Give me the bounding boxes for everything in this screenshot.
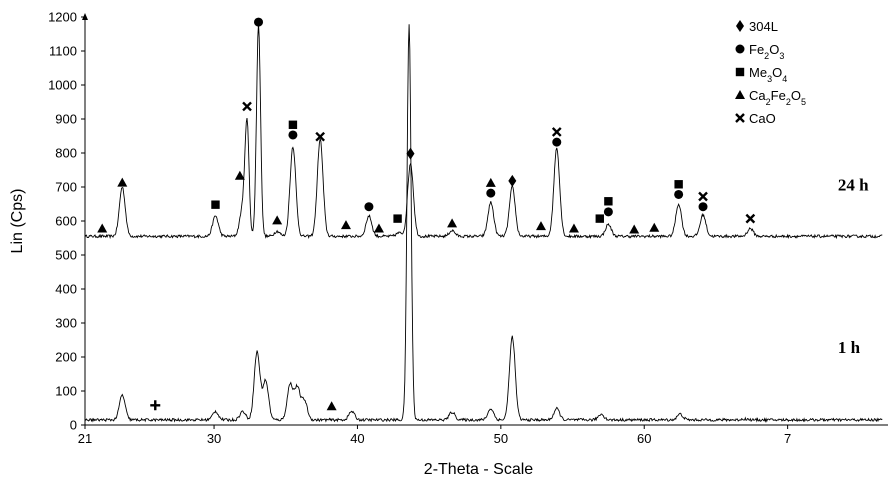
- triangle-marker: [340, 220, 351, 230]
- triangle-marker: [485, 177, 496, 187]
- y-tick-label: 1100: [49, 44, 77, 59]
- y-tick-label: 500: [55, 248, 77, 263]
- x-tick-label: 7: [784, 431, 791, 446]
- y-tick-label: 200: [55, 350, 77, 365]
- circle-marker: [364, 202, 374, 212]
- series-trace-24h: [84, 23, 883, 240]
- phase-markers: [97, 17, 756, 411]
- legend-label: CaO: [749, 111, 776, 126]
- square-marker: [211, 200, 220, 209]
- legend-label: Fe2O3: [749, 42, 784, 61]
- circle-marker: [603, 207, 613, 217]
- axes: 0 100 200 300 400 500 600 700 800 900 1000 1100 1200…: [9, 10, 888, 478]
- x-tick-label: 40: [350, 431, 364, 446]
- y-tick-label: 0: [70, 418, 77, 433]
- triangle-marker: [649, 222, 660, 232]
- series-label: 24 h: [838, 175, 869, 194]
- legend-square-icon: [735, 67, 745, 77]
- triangle-marker: [97, 223, 108, 233]
- legend-label: Ca2Fe2O5: [749, 88, 806, 107]
- cross-marker: [698, 191, 708, 202]
- y-tick-label: 400: [55, 282, 77, 297]
- cross-marker: [551, 127, 562, 137]
- circle-marker: [254, 17, 264, 27]
- legend-cross-icon: [735, 113, 745, 123]
- y-tick-label: 800: [55, 146, 77, 161]
- triangle-marker: [447, 218, 458, 228]
- series-label: 1 h: [838, 338, 861, 357]
- y-tick-label: 100: [55, 384, 77, 399]
- square-marker: [288, 120, 298, 129]
- triangle-marker: [373, 223, 384, 233]
- series-trace-1h: [84, 24, 883, 423]
- circle-marker: [552, 137, 562, 147]
- triangle-marker: [117, 177, 128, 187]
- circle-marker: [698, 202, 708, 212]
- triangle-marker: [272, 215, 283, 225]
- plus-marker: [150, 400, 161, 411]
- cross-marker: [242, 101, 252, 112]
- square-marker: [604, 197, 613, 206]
- x-tick-label: 30: [207, 431, 221, 446]
- cross-marker: [745, 213, 756, 224]
- x-axis-title: 2-Theta - Scale: [424, 461, 533, 478]
- x-tick-label: 60: [637, 431, 651, 446]
- diamond-marker: [508, 174, 517, 187]
- square-marker: [393, 214, 402, 223]
- circle-marker: [674, 189, 684, 199]
- y-tick-label: 300: [55, 316, 77, 331]
- labels: 24 h 1 h: [838, 175, 869, 357]
- y-tick-label: 1200: [48, 10, 77, 25]
- legend-circle-icon: [735, 44, 745, 54]
- y-tick-label: 900: [55, 112, 77, 127]
- y-axis-title: Lin (Cps): [9, 189, 26, 254]
- triangle-marker: [629, 224, 640, 234]
- legend-diamond-icon: [736, 20, 744, 32]
- circle-marker: [486, 188, 496, 198]
- y-tick-label: 600: [55, 214, 77, 229]
- cross-marker: [315, 131, 326, 142]
- legend-label: 304L: [749, 19, 778, 34]
- square-marker: [674, 180, 683, 189]
- x-tick-label: 50: [494, 431, 508, 446]
- y-tick-label: 1000: [48, 78, 77, 93]
- legend: 304L Fe2O3 Me3O4 Ca2Fe2O5 CaO: [735, 19, 806, 126]
- diamond-marker: [406, 147, 415, 160]
- square-marker: [595, 214, 604, 223]
- y-tick-label: 700: [55, 180, 77, 195]
- triangle-marker: [535, 221, 546, 231]
- circle-marker: [288, 130, 298, 140]
- x-tick-label: 21: [78, 431, 92, 446]
- triangle-marker: [326, 401, 337, 411]
- traces: [84, 23, 883, 423]
- legend-triangle-icon: [735, 90, 745, 99]
- triangle-marker: [234, 170, 245, 180]
- triangle-marker: [568, 223, 579, 233]
- legend-label: Me3O4: [749, 65, 787, 84]
